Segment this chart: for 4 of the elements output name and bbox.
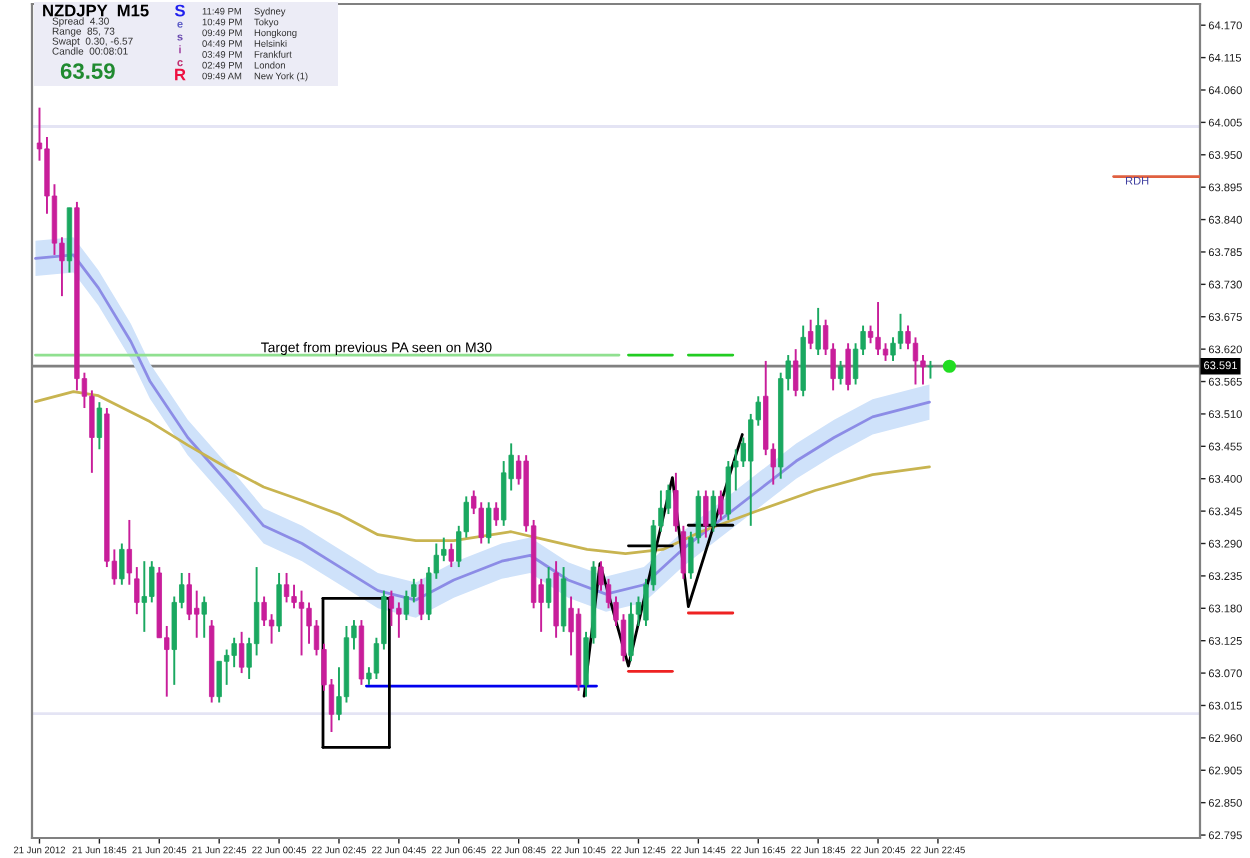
annotation: R <box>175 68 186 81</box>
annotation: S <box>174 4 185 17</box>
annotation: 63.59 <box>60 63 115 79</box>
chart-title: NZDJPY M15 <box>43 4 149 17</box>
